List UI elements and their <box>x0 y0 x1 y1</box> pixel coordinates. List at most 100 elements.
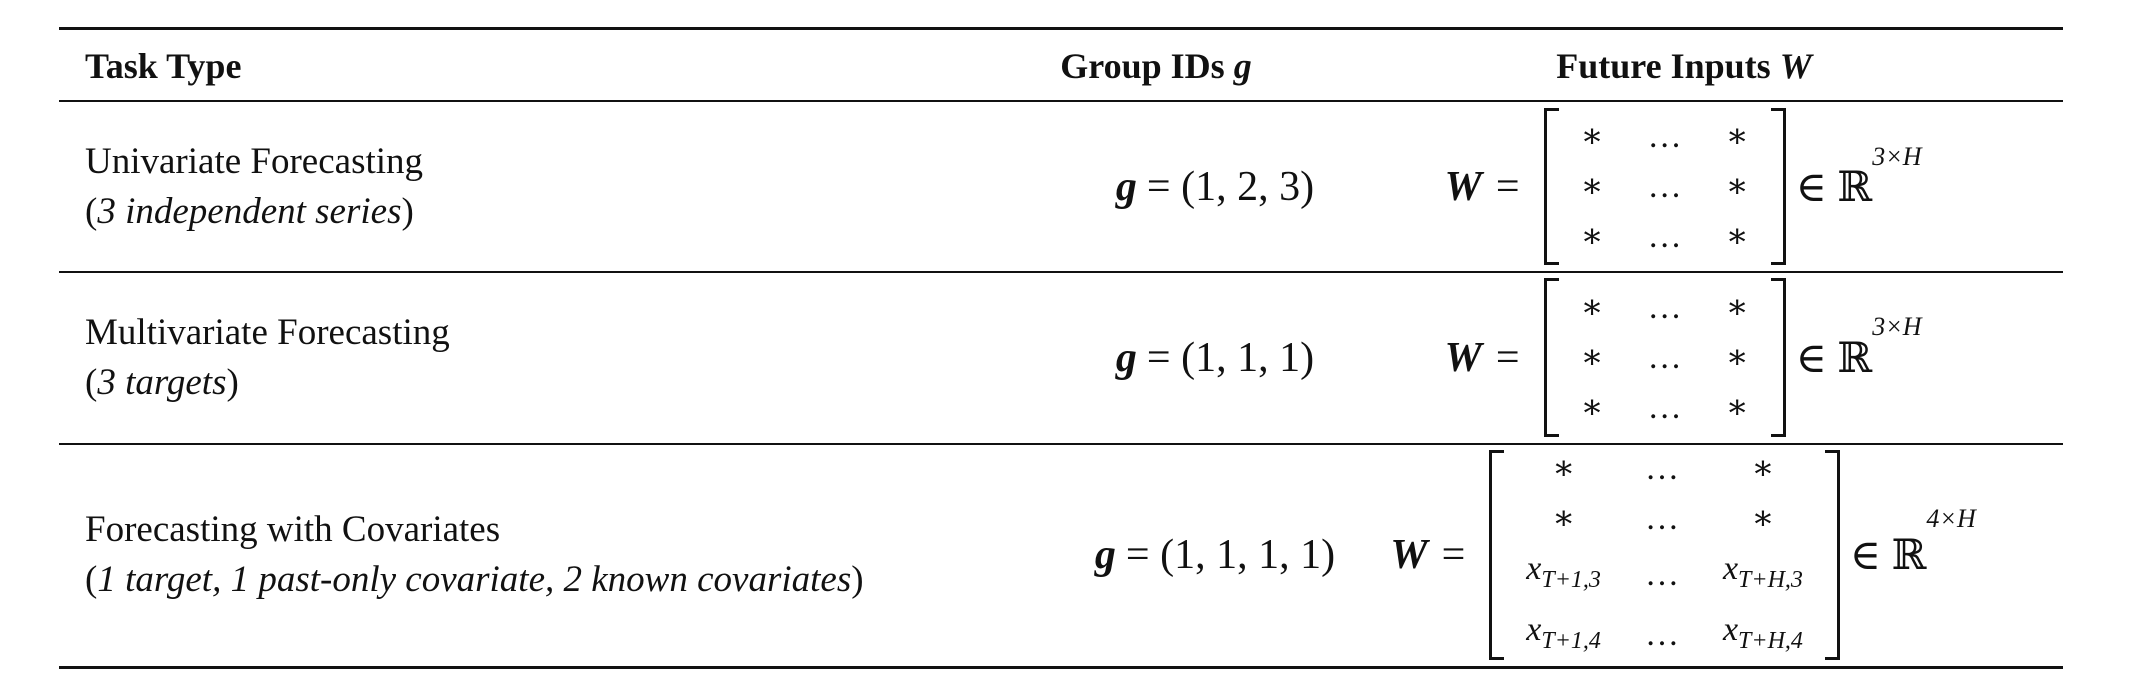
matrix-entry: … <box>1626 383 1704 433</box>
task-note: (1 target, 1 past-only covariate, 2 know… <box>85 555 864 605</box>
entry: ∗ <box>1725 217 1749 255</box>
group-symbol: g <box>1115 334 1137 381</box>
right-bracket <box>1770 108 1786 265</box>
subscript: T+1,3 <box>1541 567 1601 593</box>
matrix-entry: ∗ <box>1559 383 1626 433</box>
group-expr: = (1, 2, 3) <box>1146 163 1315 210</box>
left-bracket <box>1489 450 1505 660</box>
header-task: Task Type <box>85 46 242 86</box>
entry: xT+1,4 <box>1526 611 1601 654</box>
matrix-cell: W = ∗ … ∗ ∗ … ∗ xT+1,3 … xT+H,3 xT+1,4 … xT+H,4 ∈ ℝ 4×H <box>1233 444 2133 666</box>
entry: … <box>1647 217 1682 255</box>
matrix-row: ∗ … ∗ <box>1559 162 1771 212</box>
header-symbol: W <box>1779 46 1812 86</box>
matrix-entry: xT+1,3 <box>1504 544 1623 605</box>
header-inputs: Future Inputs W <box>1424 38 1944 94</box>
matrix-entry: ∗ <box>1701 444 1825 494</box>
entry: … <box>1644 450 1679 488</box>
entry: … <box>1647 288 1682 326</box>
dimension: 3×H <box>1872 312 1922 341</box>
matrix-entry: ∗ <box>1701 494 1825 544</box>
table-row: Univariate Forecasting (3 independent ser… <box>59 102 2063 271</box>
entry: ∗ <box>1580 167 1604 205</box>
set: ∈ ℝ <box>1795 164 1873 211</box>
entry: xT+H,4 <box>1722 611 1803 654</box>
matrix-entry: xT+H,3 <box>1701 544 1825 605</box>
task-name: Forecasting with Covariates <box>85 509 501 550</box>
left-bracket <box>1543 108 1559 265</box>
matrix-cell: W = ∗ … ∗ ∗ … ∗ ∗ … ∗ ∈ ℝ 3×H <box>1233 272 2133 443</box>
subscript: T+H,3 <box>1738 567 1803 593</box>
matrix: ∗ … ∗ ∗ … ∗ ∗ … ∗ <box>1559 112 1771 262</box>
task-note: (3 independent series) <box>85 187 423 237</box>
matrix-entry: ∗ <box>1704 112 1771 162</box>
matrix-entry: xT+1,4 <box>1504 605 1623 666</box>
matrix-row: ∗ … ∗ <box>1504 444 1825 494</box>
entry: … <box>1647 167 1682 205</box>
subscript: T+1,4 <box>1541 627 1601 654</box>
entry: ∗ <box>1580 217 1604 255</box>
matrix-entry: … <box>1626 212 1704 262</box>
header-rule <box>59 100 2063 102</box>
task-cell: Univariate Forecasting (3 independent ser… <box>85 102 423 271</box>
entry: … <box>1647 388 1682 426</box>
equals: = <box>1495 163 1520 210</box>
row-rule <box>59 271 2063 273</box>
entry: ∗ <box>1751 500 1775 538</box>
header-symbol: g <box>1233 46 1252 86</box>
entry: xT+H,3 <box>1722 550 1803 593</box>
entry: xT+1,3 <box>1526 550 1601 593</box>
matrix-entry: ∗ <box>1559 112 1626 162</box>
row-rule <box>59 443 2063 445</box>
dimension: 4×H <box>1926 504 1976 533</box>
header-group: Group IDs g <box>1006 38 1306 94</box>
entry: … <box>1647 338 1682 376</box>
right-bracket <box>1824 450 1840 660</box>
entry: … <box>1644 616 1679 654</box>
matrix-entry: … <box>1623 444 1701 494</box>
bottom-rule <box>59 666 2063 669</box>
top-rule <box>59 27 2063 30</box>
matrix: ∗ … ∗ ∗ … ∗ ∗ … ∗ <box>1559 283 1771 433</box>
paren: ( <box>85 190 98 232</box>
task-name: Multivariate Forecasting <box>85 311 450 353</box>
matrix-row: ∗ … ∗ <box>1504 494 1825 544</box>
matrix-entry: ∗ <box>1704 283 1771 333</box>
group-expr: = (1, 1, 1) <box>1146 334 1315 381</box>
matrix-row: ∗ … ∗ <box>1559 333 1771 383</box>
matrix-entry: ∗ <box>1704 162 1771 212</box>
entry: ∗ <box>1725 338 1749 376</box>
group-cell: g = (1, 1, 1, 1) <box>1065 444 1365 666</box>
dimension: 3×H <box>1872 142 1922 171</box>
equals: = <box>1441 532 1466 578</box>
matrix-entry: … <box>1626 162 1704 212</box>
paren: ( <box>85 361 98 403</box>
note-text: 1 target, 1 past-only covariate, 2 known… <box>97 559 852 600</box>
entry: ∗ <box>1725 167 1749 205</box>
matrix-row: ∗ … ∗ <box>1559 383 1771 433</box>
table-row: Multivariate Forecasting (3 targets) g = (1… <box>59 272 2063 443</box>
matrix-entry: ∗ <box>1704 383 1771 433</box>
set: ∈ ℝ <box>1795 335 1873 382</box>
entry: ∗ <box>1751 450 1775 488</box>
matrix-row: ∗ … ∗ <box>1559 212 1771 262</box>
right-bracket <box>1770 278 1786 437</box>
entry: … <box>1644 555 1679 593</box>
table-row: Forecasting with Covariates (1 target, 1 … <box>59 444 2063 666</box>
group-cell: g = (1, 1, 1) <box>1065 272 1365 443</box>
entry: ∗ <box>1725 388 1749 426</box>
matrix-entry: … <box>1626 283 1704 333</box>
paren: ( <box>85 559 98 600</box>
entry: ∗ <box>1552 500 1576 538</box>
matrix-entry: … <box>1626 112 1704 162</box>
matrix-entry: ∗ <box>1559 162 1626 212</box>
matrix-row: xT+1,4 … xT+H,4 <box>1504 605 1825 666</box>
matrix-entry: ∗ <box>1559 283 1626 333</box>
note-text: 3 targets <box>97 361 227 403</box>
task-name: Univariate Forecasting <box>85 140 424 182</box>
matrix-symbol: W <box>1444 334 1482 381</box>
matrix-symbol: W <box>1444 163 1482 210</box>
equals: = <box>1495 334 1520 381</box>
matrix-entry: … <box>1623 494 1701 544</box>
